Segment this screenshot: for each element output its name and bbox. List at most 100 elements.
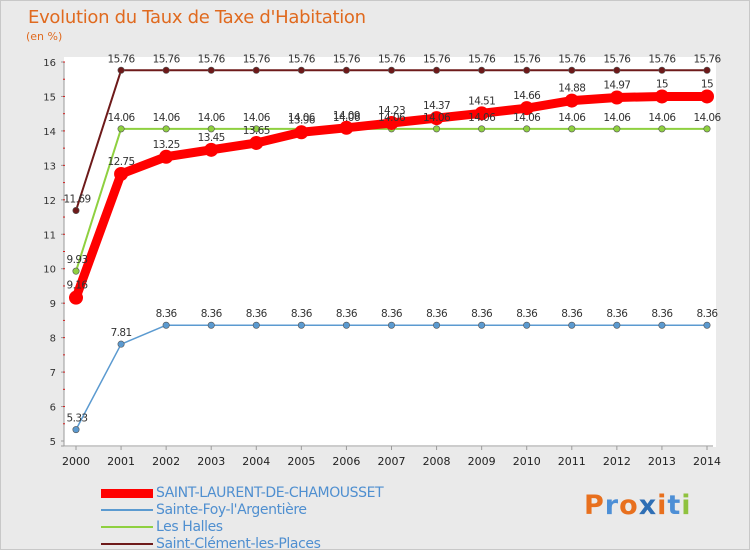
chart-title: Evolution du Taux de Taxe d'Habitation bbox=[28, 7, 366, 28]
x-tick-label: 2007 bbox=[378, 455, 406, 468]
data-label: 8.36 bbox=[246, 308, 268, 320]
data-label: 7.81 bbox=[111, 327, 132, 339]
data-label: 14.06 bbox=[603, 112, 631, 124]
data-point bbox=[703, 125, 711, 133]
data-point bbox=[568, 66, 576, 74]
data-point bbox=[568, 321, 576, 329]
data-point bbox=[609, 90, 624, 105]
data-label: 14.09 bbox=[333, 110, 360, 122]
data-label: 15.76 bbox=[108, 53, 136, 65]
data-point bbox=[117, 66, 125, 74]
data-point bbox=[162, 66, 170, 74]
data-point bbox=[433, 66, 441, 74]
logo-letter: t bbox=[667, 490, 682, 521]
data-label: 14.23 bbox=[378, 105, 405, 117]
data-label: 14.06 bbox=[648, 112, 676, 124]
legend-label: Les Halles bbox=[156, 519, 223, 535]
y-tick-label: 12 bbox=[43, 196, 56, 207]
data-point bbox=[658, 321, 666, 329]
data-point bbox=[207, 66, 215, 74]
data-label: 14.06 bbox=[378, 112, 406, 124]
data-point bbox=[297, 321, 305, 329]
y-tick-label: 14 bbox=[43, 127, 56, 138]
data-point bbox=[72, 426, 80, 434]
data-point bbox=[114, 166, 129, 181]
y-tick-label: 10 bbox=[43, 265, 56, 276]
x-tick-label: 2014 bbox=[693, 455, 721, 468]
data-label: 14.06 bbox=[693, 112, 721, 124]
data-label: 15.76 bbox=[693, 53, 721, 65]
data-label: 15.76 bbox=[153, 53, 181, 65]
data-point bbox=[252, 321, 260, 329]
data-label: 14.97 bbox=[603, 79, 630, 91]
data-label: 8.36 bbox=[201, 308, 223, 320]
x-tick-label: 2008 bbox=[423, 455, 451, 468]
data-label: 14.88 bbox=[558, 83, 585, 95]
data-label: 15.76 bbox=[288, 53, 316, 65]
data-label: 8.36 bbox=[471, 308, 493, 320]
data-label: 14.66 bbox=[513, 90, 541, 102]
data-label: 8.36 bbox=[336, 308, 358, 320]
data-label: 8.36 bbox=[606, 308, 628, 320]
data-point bbox=[342, 321, 350, 329]
x-tick-label: 2012 bbox=[603, 455, 631, 468]
logo-letter: P bbox=[584, 490, 605, 521]
data-label: 13.25 bbox=[153, 139, 180, 151]
data-point bbox=[387, 321, 395, 329]
data-point bbox=[658, 66, 666, 74]
data-label: 15.76 bbox=[198, 53, 226, 65]
x-tick-label: 2003 bbox=[197, 455, 225, 468]
data-label: 9.93 bbox=[67, 254, 88, 266]
data-point bbox=[429, 111, 444, 126]
data-point bbox=[297, 66, 305, 74]
data-point bbox=[654, 89, 669, 104]
data-point bbox=[613, 321, 621, 329]
data-point bbox=[658, 125, 666, 133]
data-label: 15 bbox=[701, 78, 713, 90]
series-3 bbox=[69, 89, 714, 305]
data-label: 13.45 bbox=[198, 132, 225, 144]
data-label: 15.76 bbox=[423, 53, 451, 65]
y-tick-label: 6 bbox=[50, 403, 56, 414]
data-label: 15.76 bbox=[468, 53, 496, 65]
data-label: 13.96 bbox=[288, 114, 316, 126]
data-label: 8.36 bbox=[697, 308, 719, 320]
x-tick-label: 2004 bbox=[242, 455, 270, 468]
logo-letter: i bbox=[657, 490, 668, 521]
legend-label: Saint-Clément-les-Places bbox=[156, 536, 321, 552]
x-tick-label: 2009 bbox=[468, 455, 496, 468]
data-point bbox=[568, 125, 576, 133]
data-point bbox=[478, 125, 486, 133]
legend-label: SAINT-LAURENT-DE-CHAMOUSSET bbox=[156, 485, 384, 501]
data-label: 8.36 bbox=[156, 308, 178, 320]
data-label: 15.76 bbox=[558, 53, 586, 65]
data-label: 5.33 bbox=[67, 413, 88, 425]
data-label: 15.76 bbox=[378, 53, 406, 65]
data-label: 14.06 bbox=[153, 112, 181, 124]
legend-swatch bbox=[101, 526, 153, 528]
y-tick-label: 9 bbox=[50, 299, 56, 310]
data-label: 15.76 bbox=[243, 53, 271, 65]
data-point bbox=[162, 321, 170, 329]
data-label: 15 bbox=[656, 78, 668, 90]
y-tick-label: 15 bbox=[43, 92, 56, 103]
data-label: 13.65 bbox=[243, 125, 270, 137]
data-point bbox=[387, 66, 395, 74]
data-label: 8.36 bbox=[291, 308, 313, 320]
data-label: 8.36 bbox=[381, 308, 403, 320]
data-label: 14.06 bbox=[423, 112, 451, 124]
data-point bbox=[703, 321, 711, 329]
data-label: 14.06 bbox=[108, 112, 136, 124]
data-point bbox=[162, 125, 170, 133]
y-axis-unit: (en %) bbox=[26, 30, 63, 43]
data-point bbox=[700, 89, 714, 104]
y-tick-label: 16 bbox=[43, 58, 56, 69]
proxiti-logo: Proxiti bbox=[584, 490, 692, 521]
data-point bbox=[478, 321, 486, 329]
y-tick-label: 13 bbox=[43, 161, 56, 172]
x-tick-label: 2011 bbox=[558, 455, 586, 468]
data-point bbox=[613, 66, 621, 74]
data-label: 8.36 bbox=[561, 308, 583, 320]
data-point bbox=[478, 66, 486, 74]
